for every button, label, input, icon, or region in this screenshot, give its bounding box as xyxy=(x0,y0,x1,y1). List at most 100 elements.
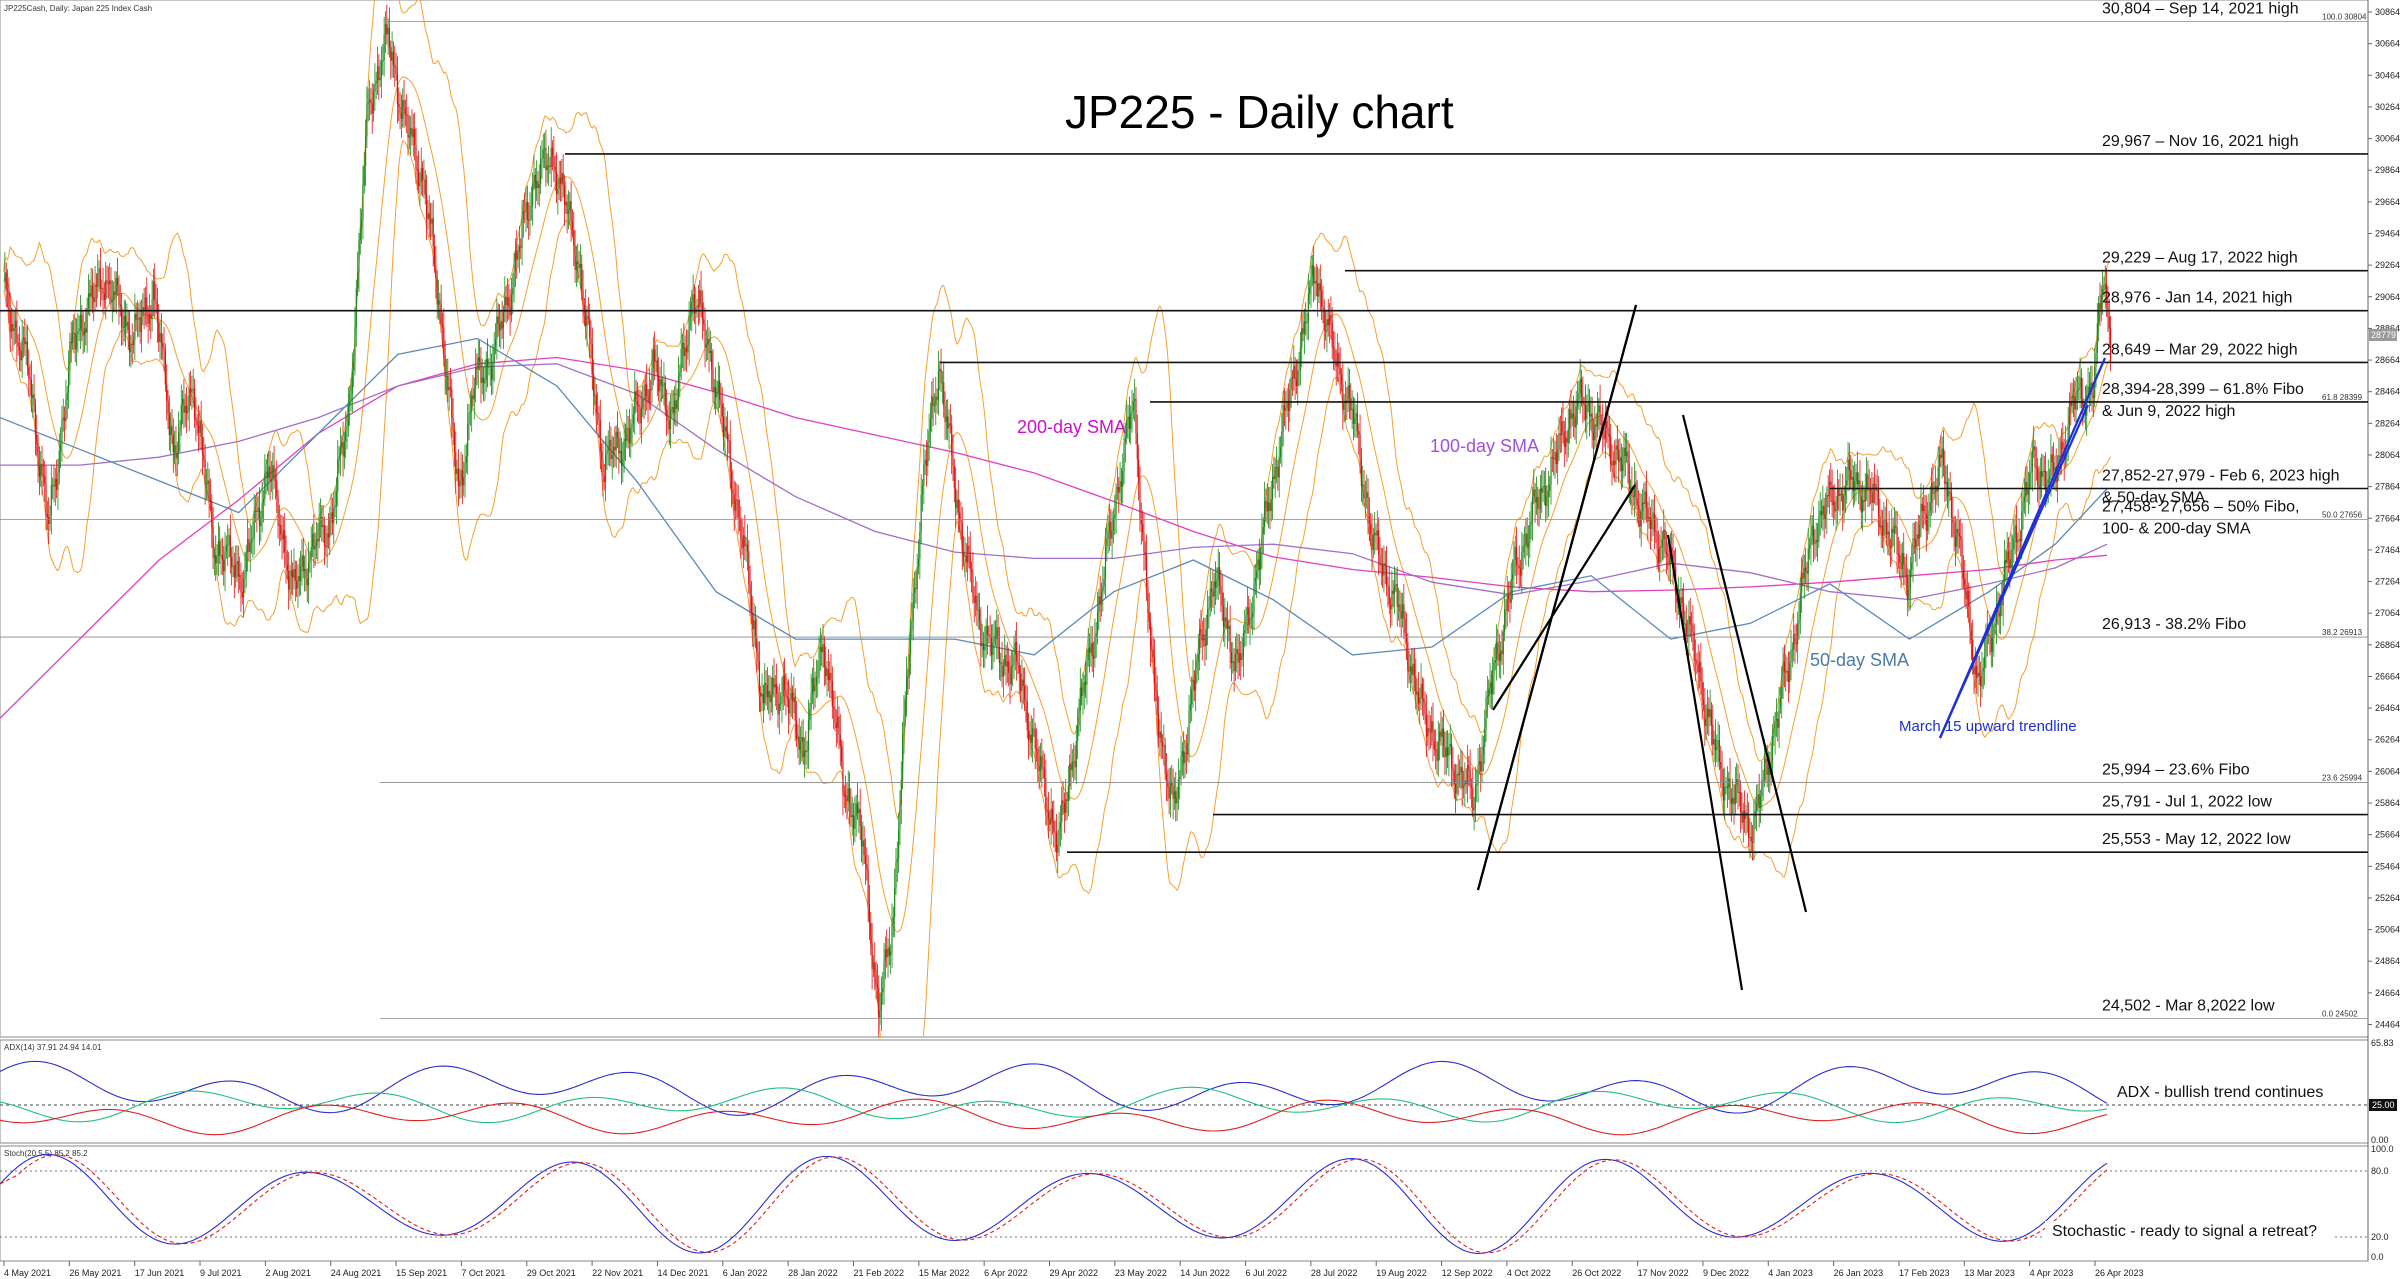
candle-body xyxy=(1925,513,1927,531)
candle-body xyxy=(1222,605,1225,628)
candle-body xyxy=(909,630,912,655)
candle-body xyxy=(1380,563,1382,566)
candle-body xyxy=(358,240,360,273)
candle-body xyxy=(115,277,117,296)
x-tick-label: 9 Dec 2022 xyxy=(1703,1268,1749,1278)
candle-body xyxy=(107,282,109,285)
candle-body xyxy=(1583,404,1585,406)
candle-body xyxy=(524,211,526,213)
candle-body xyxy=(1498,653,1500,661)
sma50-label: 50-day SMA xyxy=(1810,650,1909,670)
candle-body xyxy=(383,34,385,60)
candle-body xyxy=(1659,546,1661,563)
candle-body xyxy=(2018,538,2020,541)
candle-body xyxy=(1523,545,1526,547)
candle-body xyxy=(74,332,76,350)
candle-body xyxy=(1850,470,1852,480)
candle-body xyxy=(811,677,814,695)
candle-body xyxy=(418,170,420,187)
candle-body xyxy=(1277,466,1279,478)
candle-body xyxy=(547,165,550,167)
candle-body xyxy=(1063,803,1065,813)
candle-body xyxy=(407,115,409,138)
candle-body xyxy=(852,815,855,829)
candle-body xyxy=(1000,662,1002,664)
candle-body xyxy=(2006,551,2008,563)
candle-body xyxy=(1656,532,1658,549)
candle-body xyxy=(1572,413,1575,417)
stoch-tick-100: 100.0 xyxy=(2371,1144,2394,1154)
stoch-tick-20: 20.0 xyxy=(2371,1232,2389,1242)
candle-body xyxy=(461,469,463,486)
candle-body xyxy=(1799,593,1801,620)
candle-body xyxy=(1388,586,1390,605)
candle-body xyxy=(931,396,933,419)
candle-body xyxy=(1035,748,1038,750)
candle-body xyxy=(1212,591,1214,597)
candle-body xyxy=(1973,668,1975,675)
candle-body xyxy=(1238,652,1241,663)
candle-body xyxy=(1279,447,1282,457)
adx-tick-25-box xyxy=(2369,1099,2397,1111)
candle-body xyxy=(1208,607,1210,610)
x-tick-label: 26 May 2021 xyxy=(69,1268,121,1278)
candle-body xyxy=(1106,538,1108,547)
candle-body xyxy=(1989,634,1991,636)
candle-body xyxy=(403,100,405,108)
candle-body xyxy=(1445,747,1447,758)
candle-body xyxy=(1298,370,1300,372)
candle-body xyxy=(1913,538,1915,540)
candle-body xyxy=(143,307,145,310)
candle-body xyxy=(754,620,757,637)
candle-body xyxy=(1888,531,1890,547)
candle-body xyxy=(1566,437,1568,443)
candle-body xyxy=(1999,603,2002,617)
candle-body xyxy=(984,646,986,650)
candle-body xyxy=(435,265,437,279)
candle-body xyxy=(823,644,825,668)
candle-body xyxy=(701,304,703,320)
candle-body xyxy=(492,362,494,380)
candle-body xyxy=(265,471,267,474)
x-tick-label: 21 Feb 2022 xyxy=(853,1268,904,1278)
candle-body xyxy=(1941,448,1943,458)
candle-body xyxy=(1952,517,1954,523)
candle-body xyxy=(567,210,570,214)
candle-body xyxy=(1614,460,1616,465)
candle-body xyxy=(1010,666,1012,685)
candle-body xyxy=(1195,673,1197,691)
candle-body xyxy=(554,166,556,172)
candle-body xyxy=(228,534,230,545)
candle-body xyxy=(500,321,502,331)
candle-body xyxy=(1690,624,1693,626)
candle-body xyxy=(402,100,404,119)
candle-body xyxy=(1706,708,1709,719)
candle-body xyxy=(1366,492,1368,498)
candle-body xyxy=(52,484,54,486)
candle-body xyxy=(1074,761,1076,768)
candle-body xyxy=(58,450,60,473)
candle-body xyxy=(2068,402,2071,428)
candle-body xyxy=(481,377,483,383)
candle-body xyxy=(810,694,812,710)
candle-body xyxy=(1742,810,1744,823)
candle-body xyxy=(867,869,869,905)
stochastic-lines xyxy=(0,1153,2108,1254)
candle-body xyxy=(1321,290,1323,306)
fibo-label: 100.0 30804 xyxy=(2322,12,2367,21)
candle-body xyxy=(628,428,631,443)
candle-body xyxy=(2023,496,2025,502)
candle-body xyxy=(1824,513,1827,520)
y-tick-label: 30064 xyxy=(2375,134,2400,144)
candle-body xyxy=(485,359,487,381)
candle-body xyxy=(1846,480,1848,486)
candle-body xyxy=(563,185,566,206)
candle-body xyxy=(296,580,298,589)
y-tick-label: 30464 xyxy=(2375,70,2400,80)
candle-body xyxy=(1045,778,1047,810)
x-tick-label: 29 Oct 2021 xyxy=(527,1268,576,1278)
candle-body xyxy=(419,182,421,187)
candle-body xyxy=(359,228,361,241)
candle-body xyxy=(1363,484,1365,498)
candle-body xyxy=(257,507,259,512)
